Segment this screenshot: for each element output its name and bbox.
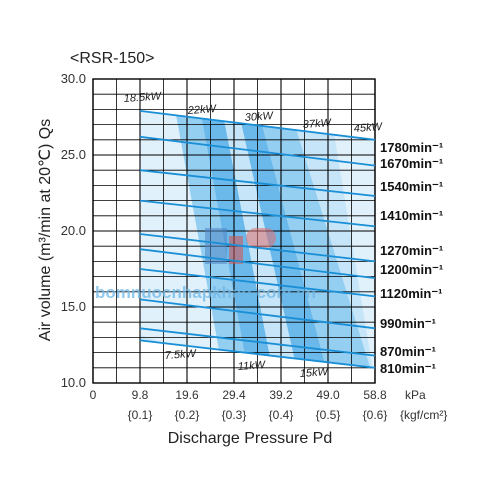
rpm-line [139, 199, 376, 228]
x-tick-label: 19.6 [175, 388, 199, 402]
y-tick-label: 25.0 [61, 147, 86, 162]
y-tick-labels: 10.0 15.0 20.0 25.0 30.0 [61, 71, 86, 390]
x-tick-label: 29.4 [222, 388, 246, 402]
power-label: 11kW [237, 359, 267, 373]
rpm-label: 1540min⁻¹ [380, 179, 443, 194]
rpm-label: 1270min⁻¹ [380, 243, 443, 258]
power-label: 37kW [302, 117, 333, 131]
x-tick-label-alt: {0.5} [316, 408, 341, 422]
x-tick-label: 39.2 [269, 388, 293, 402]
rpm-line [139, 268, 376, 298]
x-tick-label: 9.8 [132, 388, 149, 402]
power-label: 7.5kW [164, 348, 198, 362]
x-axis-title: Discharge Pressure Pd [168, 430, 333, 447]
y-tick-label: 30.0 [61, 71, 86, 86]
x-tick-labels: 0 9.8 19.6 29.4 39.2 49.0 58.8 kPa [90, 388, 426, 402]
x-tick-label-alt: {0.2} [175, 408, 200, 422]
x-tick-label-alt: {0.4} [269, 408, 294, 422]
rpm-label: 870min⁻¹ [380, 344, 436, 359]
x-tick-label: 58.8 [363, 388, 387, 402]
watermark-logo [205, 228, 276, 264]
rpm-label: 1780min⁻¹ [380, 140, 443, 155]
rpm-line [139, 135, 376, 167]
grid-lines [92, 78, 376, 384]
x-unit-label: kPa [405, 388, 426, 402]
rpm-label: 1410min⁻¹ [380, 208, 443, 223]
x-tick-labels-alt: {0.1} {0.2} {0.3} {0.4} {0.5} {0.6} {kgf… [128, 408, 448, 422]
rpm-line [139, 298, 376, 330]
rpm-line [139, 339, 376, 369]
x-tick-label-alt: {0.1} [128, 408, 153, 422]
rpm-line [139, 327, 376, 357]
rpm-line [139, 248, 376, 279]
power-label: 30kW [244, 110, 275, 124]
power-label: 15kW [299, 366, 330, 380]
watermark: bomnuocnhapkhau.com.vn [95, 283, 316, 302]
x-tick-label-alt: {0.6} [363, 408, 388, 422]
power-label: 18.5kW [123, 90, 163, 105]
rpm-label: 1200min⁻¹ [380, 262, 443, 277]
rpm-lines [139, 110, 376, 369]
power-label: 22kW [186, 103, 217, 117]
rpm-labels: 1780min⁻¹ 1670min⁻¹ 1540min⁻¹ 1410min⁻¹ … [380, 140, 443, 376]
rpm-label: 1670min⁻¹ [380, 156, 443, 171]
x-tick-label: 49.0 [316, 388, 340, 402]
x-tick-label: 0 [90, 388, 97, 402]
y-tick-label: 15.0 [61, 299, 86, 314]
x-tick-label-alt: {0.3} [222, 408, 247, 422]
power-label: 45kW [353, 121, 384, 135]
chart-title: <RSR-150> [70, 50, 155, 67]
plot-frame [92, 78, 376, 384]
rpm-label: 1120min⁻¹ [380, 286, 443, 301]
rpm-line [139, 110, 376, 141]
y-tick-label: 10.0 [61, 375, 86, 390]
y-tick-label: 20.0 [61, 223, 86, 238]
x-unit-label-alt: {kgf/cm²} [400, 408, 447, 422]
y-axis-title: Air volume (m³/min at 20℃) Qs [37, 119, 54, 341]
power-labels: 18.5kW 22kW 30kW 37kW 45kW 7.5kW 11kW 15… [123, 90, 384, 380]
rpm-label: 990min⁻¹ [380, 316, 436, 331]
rpm-label: 810min⁻¹ [380, 361, 436, 376]
rpm-line [139, 233, 376, 263]
rpm-line [139, 169, 376, 197]
